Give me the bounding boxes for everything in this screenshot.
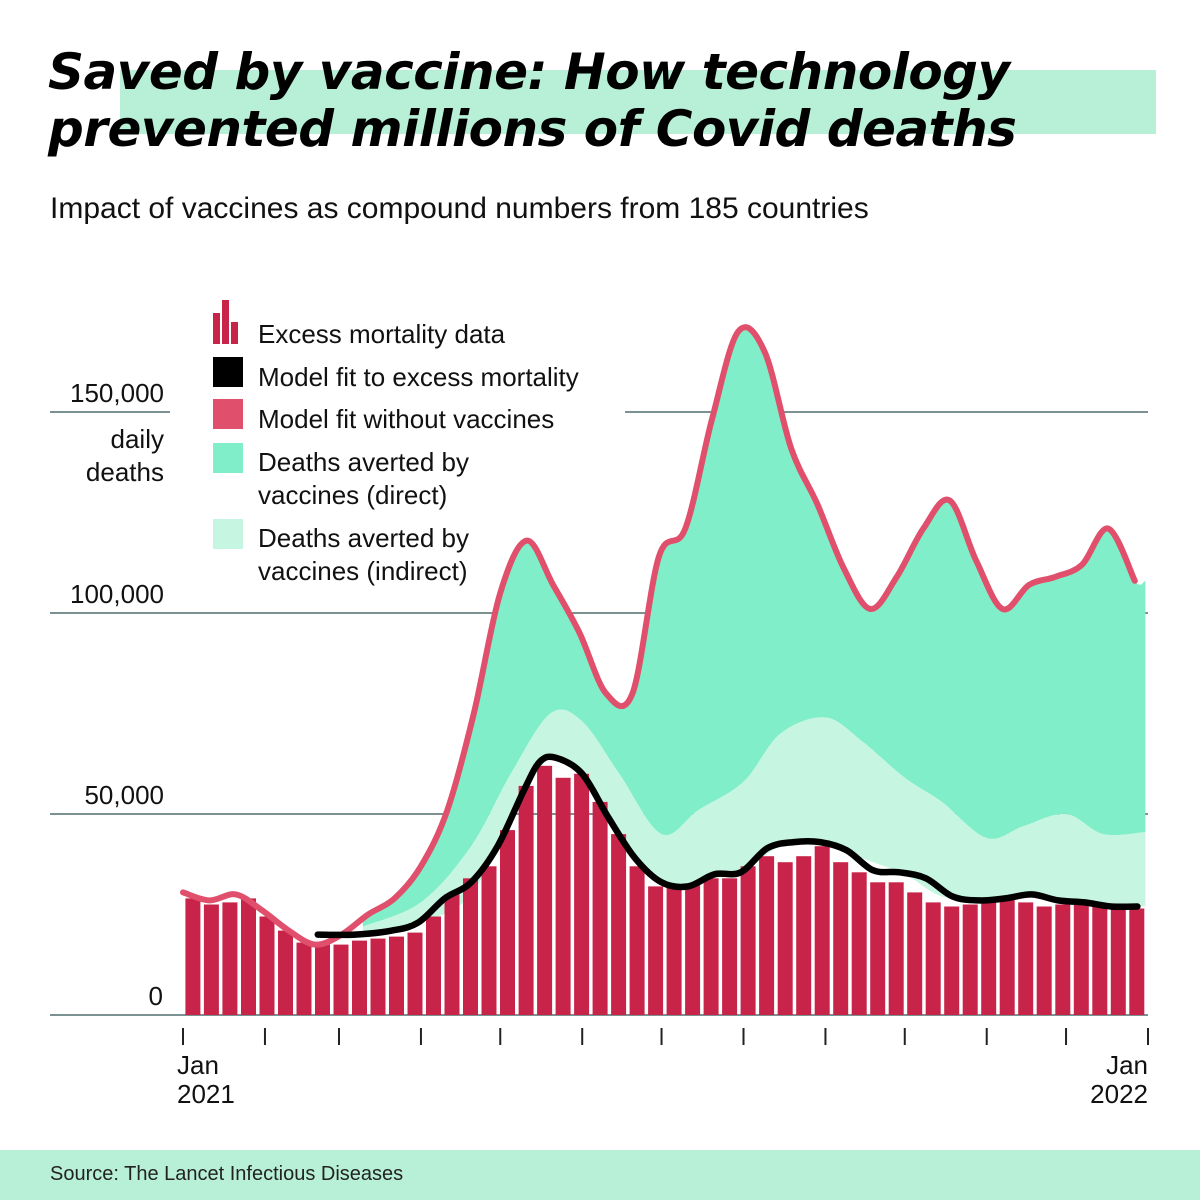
legend-label: Model fit without vaccines: [258, 404, 554, 434]
y-axis-label: deaths: [86, 457, 164, 487]
legend-label: vaccines (indirect): [258, 556, 468, 586]
title-highlight-band: [120, 70, 1156, 134]
excess-mortality-bar: [962, 904, 978, 1015]
excess-mortality-bar: [999, 898, 1015, 1015]
footer-band: [0, 1150, 1200, 1200]
excess-mortality-bar: [648, 886, 664, 1015]
excess-mortality-bar: [352, 940, 367, 1015]
excess-mortality-bar: [814, 846, 830, 1015]
excess-mortality-bar: [444, 894, 460, 1015]
excess-mortality-bar: [833, 862, 849, 1015]
legend-swatch-model-fit: [213, 357, 243, 387]
excess-mortality-bar: [740, 866, 756, 1015]
excess-mortality-bar: [333, 944, 349, 1015]
excess-mortality-bar: [203, 904, 219, 1015]
excess-mortality-bar: [1073, 902, 1089, 1015]
excess-mortality-bar: [611, 834, 627, 1015]
legend: Excess mortality data Model fit to excess…: [213, 300, 579, 586]
axes: 050,000100,000150,000dailydeathsJan2021J…: [70, 378, 1149, 1109]
excess-mortality-bar: [241, 898, 256, 1015]
excess-mortality-bar: [685, 884, 701, 1015]
excess-mortality-bar: [666, 886, 682, 1015]
excess-mortality-bar: [888, 882, 904, 1015]
excess-mortality-bar: [426, 916, 441, 1015]
x-tick-label: 2021: [177, 1079, 235, 1109]
excess-mortality-bar: [407, 932, 423, 1015]
area-deaths-averted-direct: [362, 327, 1146, 927]
excess-mortality-bar: [389, 936, 404, 1015]
areas: [362, 327, 1146, 935]
x-tick-label: Jan: [1106, 1050, 1148, 1080]
excess-mortality-bar: [1092, 904, 1108, 1015]
line-model-fit-without-vaccines: [180, 324, 1138, 948]
bars: [185, 765, 1145, 1015]
excess-mortality-bar: [629, 866, 645, 1015]
excess-mortality-bar: [703, 878, 719, 1015]
y-tick-label: 150,000: [70, 378, 164, 408]
x-tick-label: Jan: [177, 1050, 219, 1080]
legend-label: Model fit to excess mortality: [258, 362, 579, 392]
excess-mortality-bar: [759, 856, 775, 1015]
chart-svg: 050,000100,000150,000dailydeathsJan2021J…: [50, 300, 1149, 1109]
legend-swatch-bars: [231, 322, 238, 344]
legend-swatch-bars: [222, 300, 229, 344]
area-deaths-averted-indirect: [362, 709, 1146, 935]
excess-mortality-bar: [851, 872, 867, 1015]
excess-mortality-bar: [537, 765, 553, 1015]
excess-mortality-bar: [463, 878, 478, 1015]
excess-mortality-bar: [315, 944, 330, 1015]
source-note: Source: The Lancet Infectious Diseases: [50, 1163, 404, 1185]
excess-mortality-bar: [481, 866, 497, 1015]
excess-mortality-bar: [278, 930, 293, 1015]
y-tick-label: 0: [149, 981, 163, 1011]
lines: [180, 324, 1141, 948]
excess-mortality-bar: [185, 898, 201, 1015]
x-tick-label: 2022: [1090, 1079, 1148, 1109]
excess-mortality-bar: [370, 938, 386, 1015]
excess-mortality-bar: [518, 785, 534, 1015]
legend-label: Excess mortality data: [258, 319, 506, 349]
excess-mortality-bar: [1110, 906, 1126, 1015]
excess-mortality-bar: [777, 862, 793, 1015]
legend-label: Deaths averted by: [258, 447, 469, 477]
excess-mortality-bar: [981, 900, 997, 1015]
excess-mortality-bar: [925, 902, 941, 1015]
legend-swatch-indirect: [213, 519, 243, 549]
excess-mortality-bar: [1036, 906, 1052, 1015]
excess-mortality-bar: [500, 830, 515, 1015]
legend-label: vaccines (direct): [258, 480, 447, 510]
y-tick-label: 50,000: [84, 780, 164, 810]
excess-mortality-bar: [907, 892, 923, 1015]
chart-title: Saved by vaccine: How technology prevent…: [48, 43, 1017, 158]
y-axis-label: daily: [111, 424, 164, 454]
legend-swatch-direct: [213, 443, 243, 473]
line-model-fit-to-excess-mortality: [314, 753, 1141, 939]
excess-mortality-bar: [870, 882, 886, 1015]
chart-subtitle: Impact of vaccines as compound numbers f…: [50, 192, 869, 225]
excess-mortality-bar: [592, 801, 608, 1015]
legend-swatch-without-vaccines: [213, 399, 243, 429]
y-tick-label: 100,000: [70, 579, 164, 609]
excess-mortality-bar: [1018, 902, 1034, 1015]
legend-swatch-bars: [213, 313, 220, 344]
legend-label: Deaths averted by: [258, 523, 469, 553]
excess-mortality-bar: [222, 902, 238, 1015]
excess-mortality-bar: [722, 878, 738, 1015]
excess-mortality-bar: [259, 916, 275, 1015]
excess-mortality-bar: [944, 906, 960, 1015]
excess-mortality-bar: [1129, 908, 1145, 1015]
excess-mortality-bar: [574, 773, 590, 1015]
excess-mortality-bar: [796, 856, 812, 1015]
excess-mortality-bar: [555, 777, 571, 1015]
excess-mortality-bar: [296, 942, 312, 1015]
excess-mortality-bar: [1055, 904, 1071, 1015]
